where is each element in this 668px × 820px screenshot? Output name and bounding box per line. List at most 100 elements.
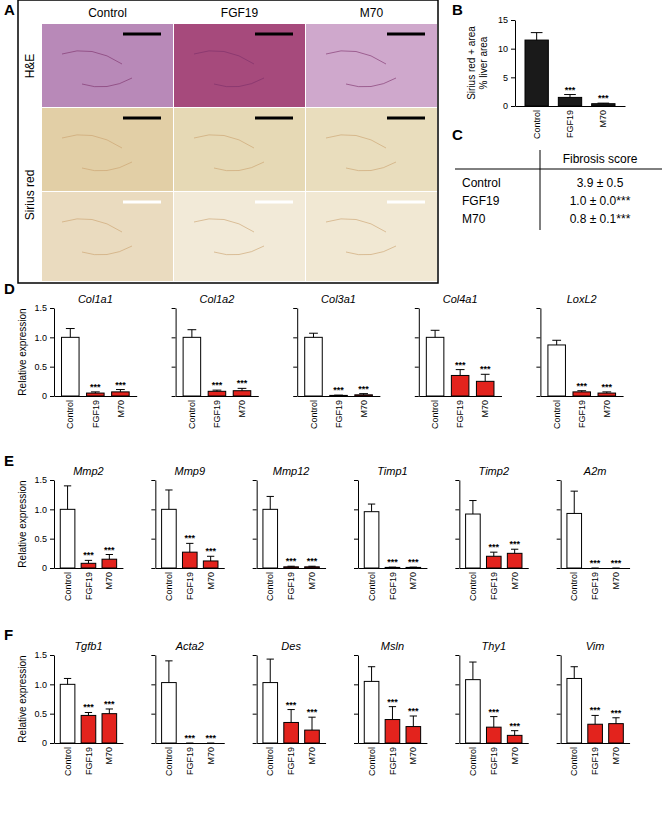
tick: FGF19 xyxy=(84,572,94,600)
tick xyxy=(455,539,459,540)
significance: *** xyxy=(237,378,248,388)
category-label: M70 xyxy=(510,572,520,590)
tick xyxy=(172,308,176,309)
significance: *** xyxy=(489,707,500,717)
error-bar xyxy=(469,662,476,680)
tick-mark xyxy=(455,655,459,656)
bar xyxy=(305,337,323,396)
tick: FGF19 xyxy=(286,572,296,600)
chart-title: Acta2 xyxy=(175,640,204,652)
error-bar xyxy=(389,707,396,720)
tick-mark xyxy=(253,655,257,656)
tick xyxy=(293,367,297,368)
tick: M70 xyxy=(611,747,621,765)
bar xyxy=(305,567,320,568)
bar xyxy=(62,337,80,396)
significance: *** xyxy=(104,699,115,709)
tick-mark xyxy=(151,480,155,481)
significance: *** xyxy=(185,733,196,743)
tick-label: 10 xyxy=(498,44,508,54)
tick xyxy=(253,568,257,569)
x-axis: ControlFGF19M70 xyxy=(298,397,381,430)
tick xyxy=(455,480,459,481)
bar xyxy=(81,715,96,743)
tick-mark xyxy=(354,539,358,540)
error-bar xyxy=(469,501,476,514)
y-axis-title: Relative expression xyxy=(17,480,28,567)
tick: 1.5 xyxy=(34,475,54,485)
image-panel: ControlFGF19M70H&ESirius red xyxy=(18,0,438,283)
tick xyxy=(151,714,155,715)
panel-label: C xyxy=(452,126,463,143)
error-bar xyxy=(552,340,561,345)
tick: Control xyxy=(552,400,562,429)
tick-mark xyxy=(253,509,257,510)
tick-mark xyxy=(557,743,561,744)
tick xyxy=(557,480,561,481)
error-bar xyxy=(490,552,497,556)
table-cell: Control xyxy=(462,176,501,190)
significance: *** xyxy=(576,381,587,391)
category-label: FGF19 xyxy=(489,747,499,775)
axis-line xyxy=(257,568,326,569)
bar xyxy=(208,391,226,396)
bar xyxy=(60,684,75,743)
tick xyxy=(557,539,561,540)
y-axis-title: Relative expression xyxy=(17,308,28,395)
category-label: Control xyxy=(187,400,197,429)
category-label: Control xyxy=(265,747,275,776)
marks xyxy=(60,678,116,743)
tick-label: 1.0 xyxy=(34,505,47,515)
error-bar xyxy=(368,667,375,682)
panel-label: D xyxy=(4,280,15,297)
scale-bar xyxy=(255,201,293,204)
tick: FGF19 xyxy=(388,747,398,775)
tick: M70 xyxy=(510,747,520,765)
significance: *** xyxy=(333,385,344,395)
tick: 1.5 xyxy=(34,650,54,660)
error-bar xyxy=(91,392,100,393)
category-label: FGF19 xyxy=(577,400,587,428)
error-bar xyxy=(511,549,518,553)
significance: *** xyxy=(489,542,500,552)
tick: M70 xyxy=(602,400,612,418)
error-bar xyxy=(564,95,576,98)
tick: M70 xyxy=(206,747,216,765)
y-axis xyxy=(354,656,359,744)
tick xyxy=(557,743,561,744)
tick xyxy=(557,568,561,569)
table-cell: 0.8 ± 0.1*** xyxy=(570,212,631,226)
tick: 0 xyxy=(42,391,54,401)
y-axis xyxy=(253,656,258,744)
tick-mark xyxy=(253,480,257,481)
tick: FGF19 xyxy=(90,400,100,428)
tick-mark xyxy=(536,308,540,309)
tick: FGF19 xyxy=(577,400,587,428)
chart-title: Msln xyxy=(381,640,404,652)
error-bar xyxy=(165,661,172,683)
y-axis: 00.51.01.5 xyxy=(34,303,54,401)
tick: Control xyxy=(63,572,73,601)
texture xyxy=(326,135,396,171)
category-label: M70 xyxy=(510,747,520,765)
tick xyxy=(253,539,257,540)
tick: FGF19 xyxy=(590,747,600,775)
x-axis: ControlFGF19M70 xyxy=(257,569,326,602)
significance: *** xyxy=(212,380,223,390)
category-label: Control xyxy=(65,400,75,429)
significance: *** xyxy=(565,85,576,95)
chart-title: Timp2 xyxy=(479,465,509,477)
tick xyxy=(455,714,459,715)
tick-mark xyxy=(151,568,155,569)
scale-bar xyxy=(255,117,293,120)
significance: *** xyxy=(115,380,126,390)
tick xyxy=(415,396,419,397)
tick: 0.5 xyxy=(34,534,54,544)
error-bar xyxy=(106,555,113,560)
y-axis xyxy=(253,481,258,569)
tick-mark xyxy=(354,509,358,510)
tick-mark xyxy=(50,539,54,540)
texture xyxy=(62,135,132,171)
tick: M70 xyxy=(104,572,114,590)
tick xyxy=(415,367,419,368)
